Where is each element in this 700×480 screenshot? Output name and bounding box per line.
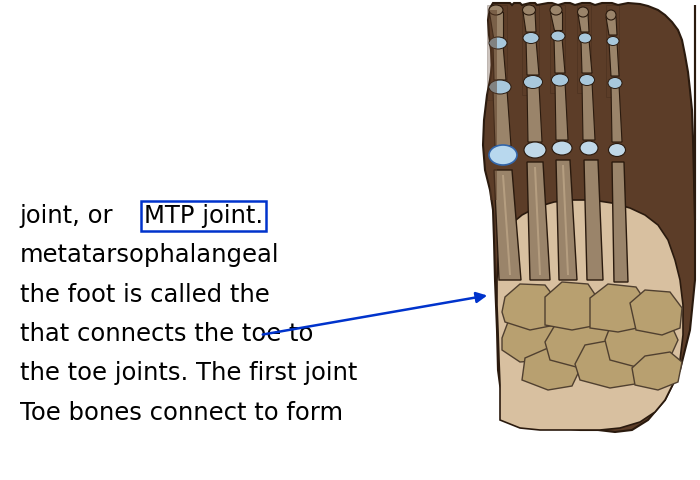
Polygon shape [494,170,521,280]
Polygon shape [523,12,536,32]
Ellipse shape [607,36,619,46]
Ellipse shape [552,141,572,155]
Ellipse shape [489,5,503,15]
Ellipse shape [489,145,517,165]
Polygon shape [522,348,582,390]
Ellipse shape [489,80,511,94]
Polygon shape [545,282,600,330]
Polygon shape [562,165,569,275]
Polygon shape [554,38,565,73]
Polygon shape [545,318,618,368]
Polygon shape [483,3,695,432]
Polygon shape [584,160,603,280]
Ellipse shape [606,10,616,20]
Text: joint, or: joint, or [20,204,121,228]
Ellipse shape [522,5,536,15]
Polygon shape [527,162,550,280]
Ellipse shape [490,146,516,164]
Polygon shape [493,90,511,146]
Polygon shape [618,167,621,277]
Ellipse shape [552,74,568,86]
Polygon shape [550,12,562,30]
Polygon shape [490,10,497,200]
Ellipse shape [551,31,565,41]
Ellipse shape [578,33,592,43]
Polygon shape [575,340,645,388]
Text: metatarsophalangeal: metatarsophalangeal [20,243,279,267]
Polygon shape [527,85,542,142]
Text: the toe joints. The first joint: the toe joints. The first joint [20,361,357,385]
Polygon shape [555,82,568,140]
Ellipse shape [523,33,539,44]
Polygon shape [609,42,619,76]
Ellipse shape [578,7,589,17]
Polygon shape [581,40,592,73]
Polygon shape [578,14,589,32]
Polygon shape [526,40,539,75]
Polygon shape [632,352,682,390]
Polygon shape [534,167,541,275]
Text: MTP joint.: MTP joint. [144,204,262,228]
Bar [487,5,507,100]
Polygon shape [502,312,558,362]
Ellipse shape [608,77,622,88]
Text: Toe bones connect to form: Toe bones connect to form [20,401,342,425]
Ellipse shape [524,75,542,88]
Ellipse shape [489,37,507,49]
Polygon shape [489,12,503,37]
Ellipse shape [550,5,562,15]
Polygon shape [497,200,683,430]
Polygon shape [591,165,595,275]
Ellipse shape [580,141,598,155]
Polygon shape [606,17,617,35]
Ellipse shape [608,144,626,156]
Bar [550,5,565,93]
Bar [577,5,591,93]
Polygon shape [556,160,577,280]
Polygon shape [630,290,682,335]
Text: the foot is called the: the foot is called the [20,283,270,307]
Polygon shape [502,284,558,330]
Polygon shape [590,284,648,332]
Bar [606,5,619,97]
Polygon shape [493,45,506,80]
Polygon shape [582,82,595,140]
Ellipse shape [580,74,594,85]
Polygon shape [502,175,511,275]
Polygon shape [612,162,628,282]
Polygon shape [611,85,622,142]
Ellipse shape [524,142,546,158]
Text: that connects the toe to: that connects the toe to [20,322,313,346]
Bar [522,5,539,95]
Polygon shape [605,315,678,368]
